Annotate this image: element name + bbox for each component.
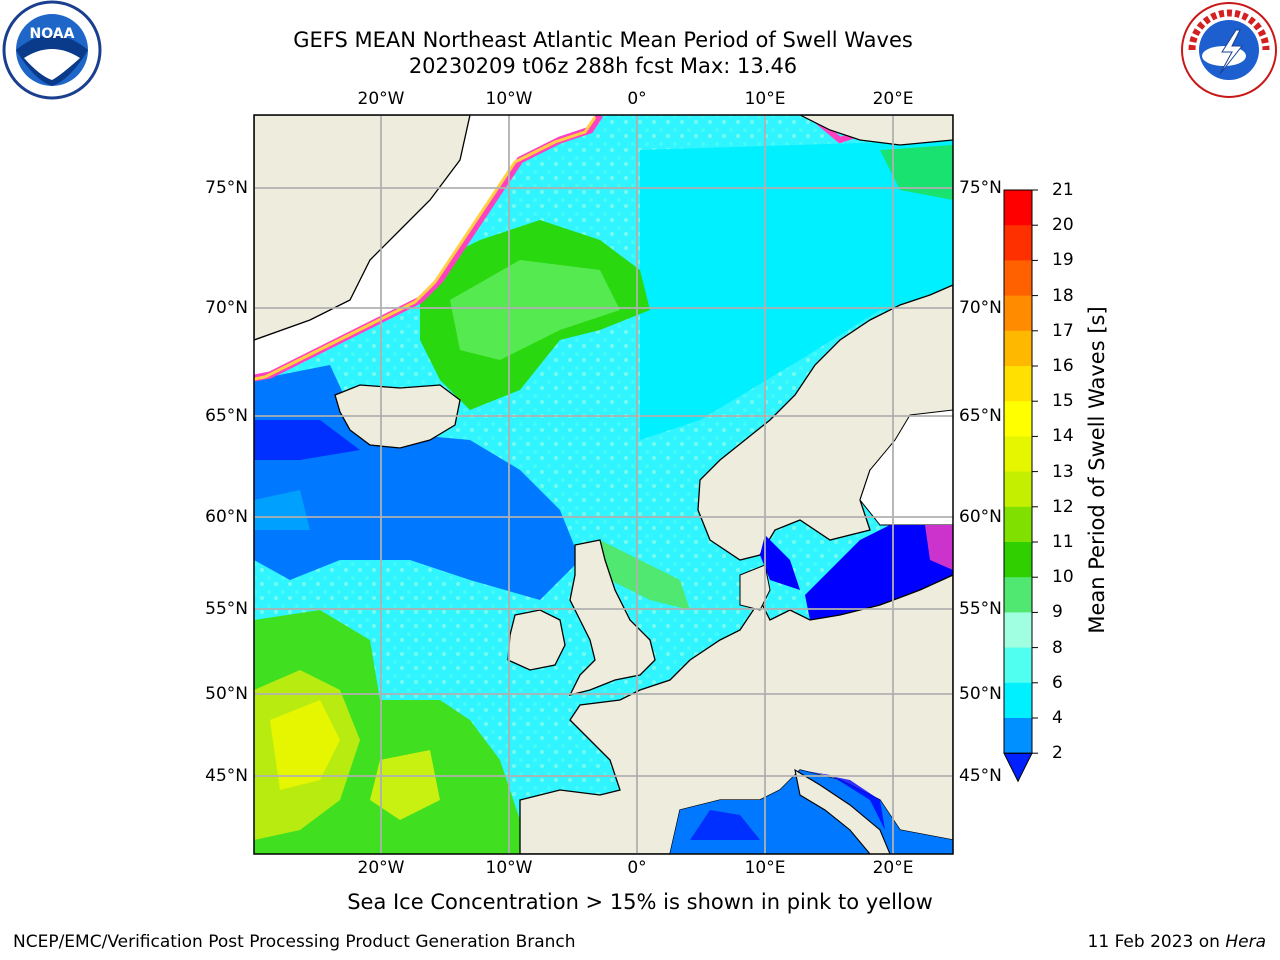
colorbar-level-label: 18	[1052, 285, 1074, 306]
lat-tick-right: 60°N	[959, 507, 1002, 527]
noaa-logo-icon: NOAA	[2, 0, 102, 100]
colorbar-level-label: 2	[1052, 743, 1063, 764]
colorbar-swatch	[1004, 260, 1032, 297]
svg-text:NOAA: NOAA	[30, 26, 75, 42]
lat-tick-left: 65°N	[205, 406, 248, 426]
colorbar-extend-arrow	[1003, 752, 1033, 783]
colorbar-swatch	[1004, 225, 1032, 261]
lon-tick-top: 0°	[627, 89, 647, 109]
lat-tick-left: 50°N	[205, 684, 248, 704]
colorbar-swatch	[1004, 190, 1032, 226]
great-britain-land	[568, 539, 656, 696]
colorbar-level-label: 4	[1052, 708, 1063, 728]
colorbar-level-label: 11	[1052, 532, 1074, 552]
lat-tick-right: 55°N	[959, 599, 1002, 619]
colorbar-level-label: 10	[1052, 567, 1074, 588]
lon-tick-bottom: 10°E	[744, 858, 786, 878]
colorbar-level-label: 12	[1052, 496, 1074, 517]
colorbar-level-label: 15	[1052, 391, 1074, 412]
colorbar-level-label: 14	[1052, 426, 1074, 447]
map-frame	[253, 114, 954, 855]
lat-tick-right: 75°N	[959, 178, 1002, 198]
colorbar-swatch	[1004, 612, 1032, 649]
lon-tick-bottom: 20°E	[872, 858, 914, 878]
chart-title: GEFS MEAN Northeast Atlantic Mean Period…	[293, 28, 913, 52]
colorbar-level-label: 6	[1052, 672, 1063, 693]
lon-tick-bottom: 20°W	[357, 858, 405, 878]
lat-tick-left: 75°N	[205, 178, 248, 198]
lat-tick-right: 70°N	[959, 298, 1002, 318]
swell-blue-west	[254, 365, 580, 600]
colorbar-swatch	[1004, 542, 1032, 578]
colorbar-swatch	[1004, 506, 1032, 543]
colorbar-level-label: 8	[1052, 637, 1063, 658]
nws-logo-icon	[1181, 2, 1277, 98]
lon-tick-bottom: 10°W	[485, 858, 533, 878]
lat-tick-left: 60°N	[205, 507, 248, 527]
colorbar-level-label: 17	[1052, 320, 1074, 341]
sea-ice-caption: Sea Ice Concentration > 15% is shown in …	[347, 890, 933, 914]
footer-date: 11 Feb 2023 on Hera	[1088, 932, 1266, 952]
footer-date-text: 11 Feb 2023 on	[1087, 932, 1226, 952]
lat-tick-right: 45°N	[959, 766, 1002, 786]
colorbar-swatch	[1004, 682, 1032, 719]
colorbar-level-label: 20	[1052, 215, 1074, 236]
greenland-land	[254, 115, 471, 341]
chart-subtitle: 20230209 t06z 288h fcst Max: 13.46	[408, 54, 798, 78]
colorbar-level-label: 16	[1052, 356, 1074, 376]
colorbar-level-label: 9	[1052, 602, 1063, 623]
graticule	[254, 115, 953, 854]
colorbar-swatch	[1004, 647, 1032, 684]
colorbar-level-label: 19	[1052, 250, 1074, 271]
footer-host: Hera	[1225, 932, 1266, 952]
footer-credit: NCEP/EMC/Verification Post Processing Pr…	[13, 932, 576, 952]
lat-tick-right: 50°N	[959, 684, 1002, 704]
colorbar-swatch	[1004, 366, 1032, 402]
lat-tick-left: 45°N	[205, 766, 248, 786]
colorbar-level-label: 21	[1052, 180, 1074, 200]
lon-tick-top: 10°E	[744, 89, 786, 109]
lon-tick-bottom: 0°	[627, 858, 647, 878]
lon-tick-top: 10°W	[485, 89, 533, 109]
colorbar-swatch	[1004, 577, 1032, 613]
colorbar-swatch	[1004, 436, 1032, 473]
colorbar-swatch	[1004, 718, 1032, 754]
colorbar-title: Mean Period of Swell Waves [s]	[1085, 306, 1109, 634]
colorbar-swatch	[1004, 295, 1032, 332]
lon-tick-top: 20°E	[872, 89, 914, 109]
colorbar-swatch	[1004, 471, 1032, 508]
lon-tick-top: 20°W	[357, 89, 405, 109]
colorbar-swatch	[1004, 401, 1032, 437]
baltic-sea-field	[805, 525, 953, 620]
lat-tick-left: 55°N	[205, 599, 248, 619]
colorbar-level-label: 13	[1052, 461, 1074, 482]
colorbar-swatch	[1004, 330, 1032, 367]
norwegian-sea-field	[640, 140, 953, 440]
lat-tick-left: 70°N	[205, 298, 248, 318]
lat-tick-right: 65°N	[959, 406, 1002, 426]
